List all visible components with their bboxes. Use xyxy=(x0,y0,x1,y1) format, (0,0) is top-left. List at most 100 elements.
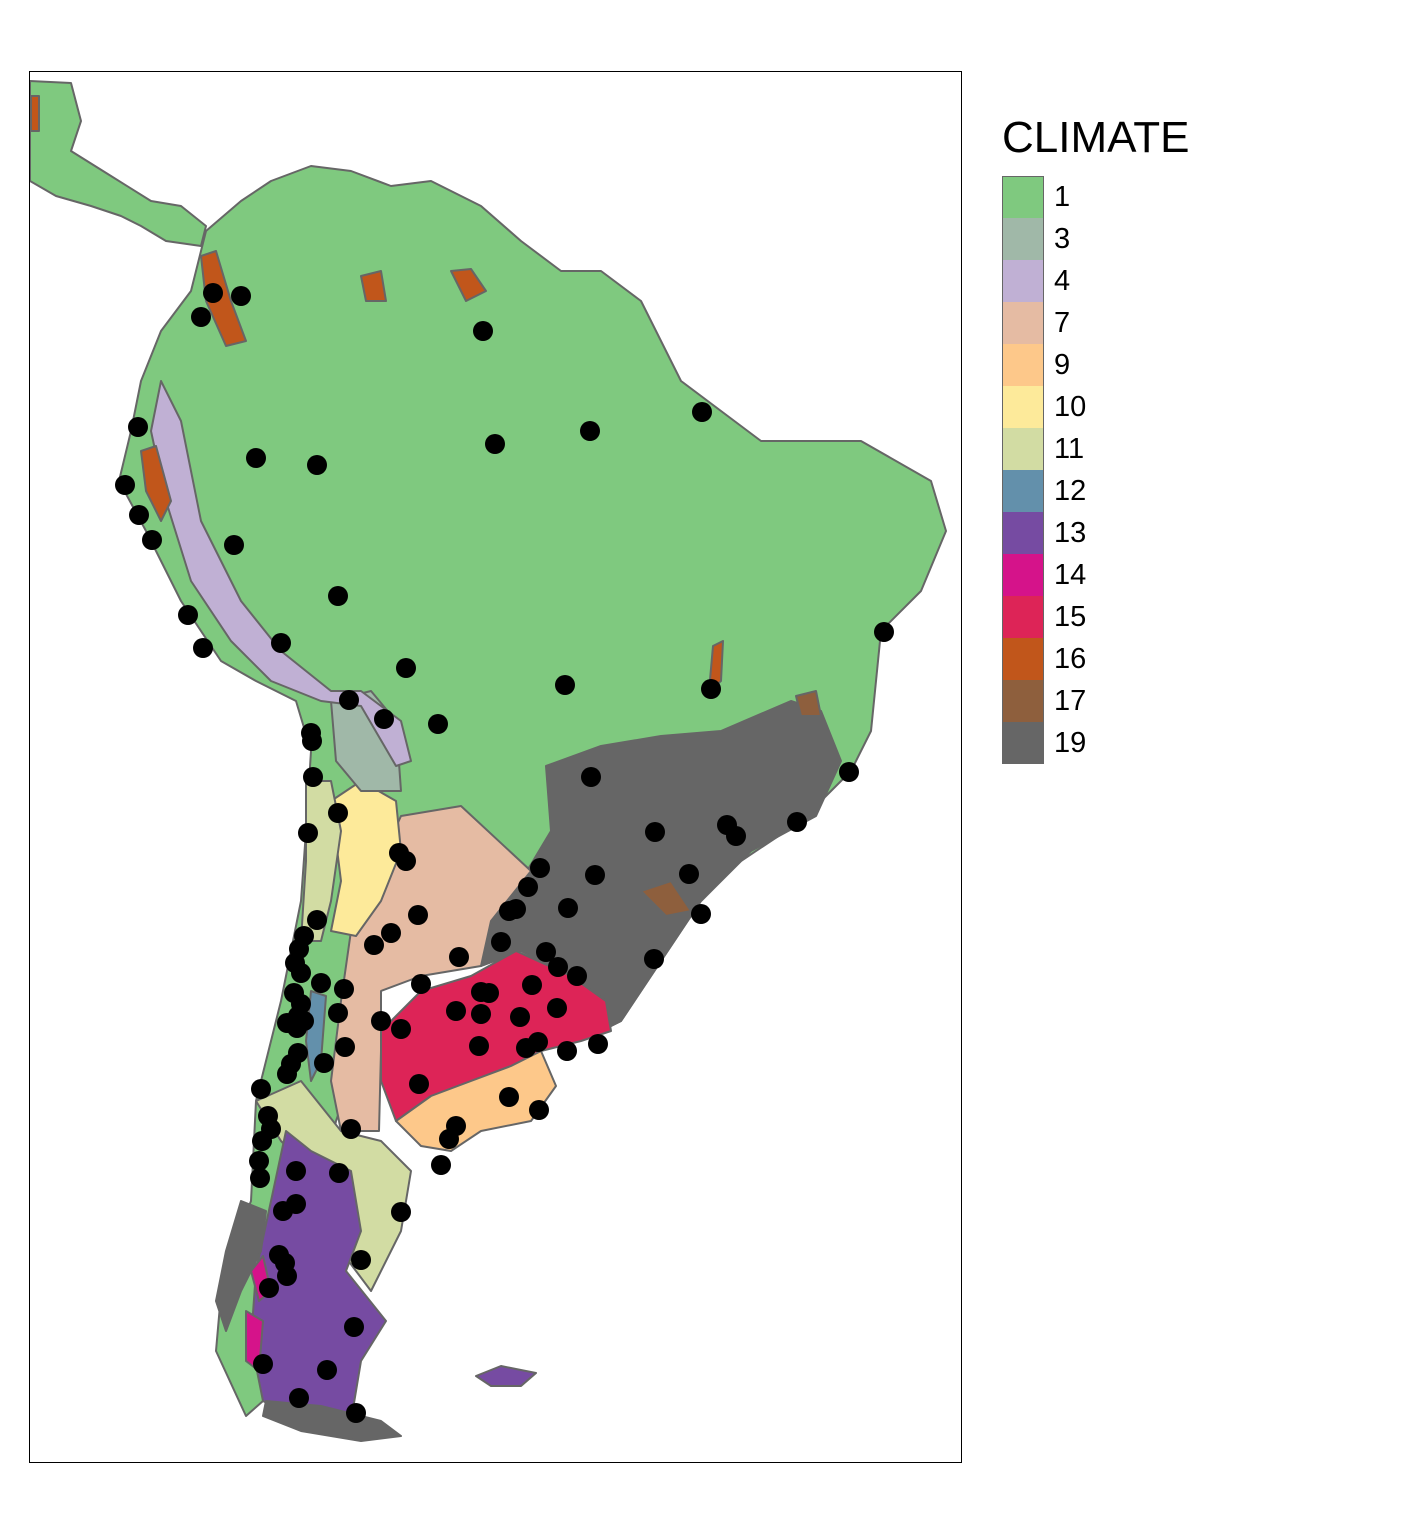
sample-point xyxy=(277,1064,297,1084)
legend-swatch xyxy=(1002,722,1044,764)
sample-point xyxy=(411,974,431,994)
climate-regions xyxy=(30,80,947,1442)
legend-entry: 11 xyxy=(1002,428,1382,470)
sample-point xyxy=(529,1100,549,1120)
sample-point xyxy=(391,1202,411,1222)
legend-entry: 13 xyxy=(1002,512,1382,554)
sample-point xyxy=(726,826,746,846)
sample-point xyxy=(548,957,568,977)
sample-point xyxy=(344,1317,364,1337)
legend-entry: 17 xyxy=(1002,680,1382,722)
legend-label: 12 xyxy=(1054,474,1087,507)
legend-label: 9 xyxy=(1054,348,1071,381)
sample-point xyxy=(374,709,394,729)
sample-point xyxy=(446,1001,466,1021)
tierra-del-fuego xyxy=(262,1400,402,1442)
sample-point xyxy=(314,1053,334,1073)
sample-point xyxy=(581,767,601,787)
map-frame xyxy=(29,71,962,1463)
sample-point xyxy=(679,864,699,884)
sample-point xyxy=(259,1278,279,1298)
sample-point xyxy=(558,898,578,918)
sample-point xyxy=(471,1004,491,1024)
sample-point xyxy=(191,307,211,327)
sample-point xyxy=(351,1250,371,1270)
legend-swatch xyxy=(1002,344,1044,386)
region-16-e xyxy=(708,640,724,692)
sample-point xyxy=(252,1131,272,1151)
legend-entry: 19 xyxy=(1002,722,1382,764)
sample-point xyxy=(645,822,665,842)
region-16-a xyxy=(200,250,247,347)
sample-point xyxy=(329,1163,349,1183)
sample-point xyxy=(510,1007,530,1027)
sample-point xyxy=(128,417,148,437)
region-17-b xyxy=(795,690,822,717)
legend-entry: 4 xyxy=(1002,260,1382,302)
legend-swatch xyxy=(1002,596,1044,638)
sample-point xyxy=(469,1036,489,1056)
sample-point xyxy=(231,286,251,306)
sample-point xyxy=(203,283,223,303)
sample-point xyxy=(580,421,600,441)
sample-point xyxy=(334,979,354,999)
legend: CLIMATE 1 3 4 7 9 10 11 12 13 14 15 16 1… xyxy=(1002,112,1382,764)
region-17-a xyxy=(640,880,692,917)
region-16-b xyxy=(140,445,172,522)
sample-point xyxy=(251,1079,271,1099)
region-16-c xyxy=(360,270,387,302)
legend-label: 7 xyxy=(1054,306,1071,339)
sample-point xyxy=(839,762,859,782)
sample-point xyxy=(391,1019,411,1039)
sample-point xyxy=(479,983,499,1003)
legend-swatch xyxy=(1002,302,1044,344)
sample-point xyxy=(286,1161,306,1181)
sample-point xyxy=(381,923,401,943)
sample-point xyxy=(518,877,538,897)
legend-swatch xyxy=(1002,680,1044,722)
sample-point xyxy=(346,1403,366,1423)
sample-point xyxy=(499,901,519,921)
sample-point xyxy=(328,803,348,823)
sample-point xyxy=(364,935,384,955)
sample-point xyxy=(874,622,894,642)
sample-point xyxy=(303,767,323,787)
legend-entries: 1 3 4 7 9 10 11 12 13 14 15 16 17 19 xyxy=(1002,176,1382,764)
sample-point xyxy=(115,475,135,495)
central-america xyxy=(30,80,207,247)
legend-swatch xyxy=(1002,386,1044,428)
legend-swatch xyxy=(1002,470,1044,512)
legend-entry: 7 xyxy=(1002,302,1382,344)
sample-point xyxy=(307,455,327,475)
map-canvas xyxy=(30,80,947,1442)
sample-point xyxy=(644,949,664,969)
sample-point xyxy=(311,973,331,993)
legend-entry: 1 xyxy=(1002,176,1382,218)
sample-point xyxy=(253,1354,273,1374)
sample-point xyxy=(528,1032,548,1052)
sample-point xyxy=(246,448,266,468)
sample-point xyxy=(317,1360,337,1380)
legend-label: 17 xyxy=(1054,684,1087,717)
legend-label: 4 xyxy=(1054,264,1071,297)
legend-title: CLIMATE xyxy=(1002,113,1190,162)
legend-entry: 14 xyxy=(1002,554,1382,596)
sample-point xyxy=(328,1003,348,1023)
region-19-chile xyxy=(215,1200,267,1332)
legend-label: 3 xyxy=(1054,222,1071,255)
sample-point xyxy=(473,321,493,341)
sample-point xyxy=(250,1168,270,1188)
region-9 xyxy=(395,1050,557,1152)
sample-point xyxy=(339,690,359,710)
sample-point xyxy=(307,910,327,930)
sample-point xyxy=(485,434,505,454)
sample-point xyxy=(341,1119,361,1139)
sample-point xyxy=(449,947,469,967)
sample-point xyxy=(567,966,587,986)
sample-point xyxy=(302,731,322,751)
legend-entry: 9 xyxy=(1002,344,1382,386)
legend-label: 11 xyxy=(1054,432,1085,465)
legend-entry: 15 xyxy=(1002,596,1382,638)
sample-point xyxy=(277,1266,297,1286)
sample-point xyxy=(371,1011,391,1031)
